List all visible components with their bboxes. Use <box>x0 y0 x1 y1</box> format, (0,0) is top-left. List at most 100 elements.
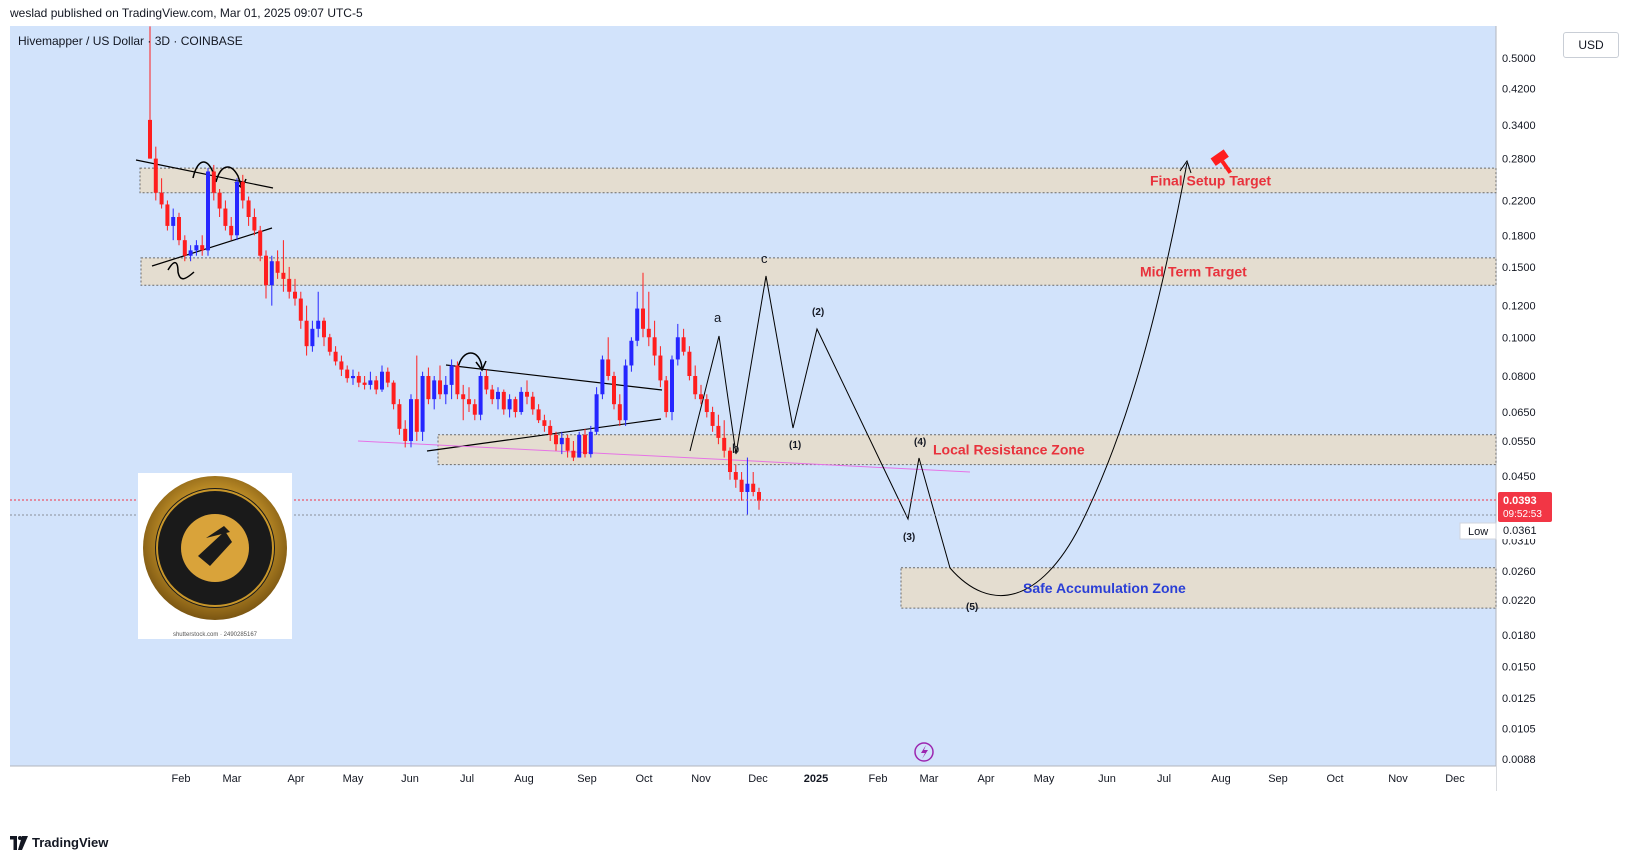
price-tick-label: 0.0125 <box>1502 693 1536 705</box>
triangle-2-lower-line <box>426 418 662 452</box>
candle-body <box>472 404 477 415</box>
wave-label: a <box>714 310 722 325</box>
price-chart[interactable]: shutterstock.com · 2490285167 Final Setu… <box>10 26 1625 826</box>
chart-panel[interactable]: shutterstock.com · 2490285167 Final Setu… <box>10 26 1625 826</box>
candle-body <box>623 365 628 421</box>
candle-body <box>536 409 541 421</box>
candle-body <box>229 225 234 236</box>
candle-body <box>728 450 732 473</box>
price-tick-label: 0.1800 <box>1502 230 1536 242</box>
candle-body <box>670 359 674 413</box>
lightning-icon[interactable] <box>914 742 934 762</box>
candle-body <box>675 337 680 360</box>
candle-body <box>322 320 326 338</box>
candle-body <box>565 437 570 451</box>
price-tick-label: 0.0450 <box>1502 471 1536 483</box>
zone-label: Final Setup Target <box>1150 172 1271 188</box>
candle-body <box>699 394 703 400</box>
candle-body <box>409 399 413 442</box>
candles-layer <box>148 26 761 515</box>
candle-body <box>704 399 709 413</box>
candle-body <box>264 255 268 286</box>
candle-body <box>525 391 529 397</box>
candle-body <box>548 425 553 435</box>
low-value: 0.0361 <box>1503 525 1537 537</box>
arrow-head-3 <box>475 360 487 372</box>
wave-label: (4) <box>914 437 926 448</box>
time-tick-label: Dec <box>1445 773 1465 785</box>
price-tick-label: 0.1200 <box>1502 301 1536 313</box>
candle-body <box>385 371 390 383</box>
candle-body <box>710 412 715 426</box>
time-tick-label: Jul <box>1157 773 1171 785</box>
candle-body <box>403 428 408 442</box>
candle-body <box>258 230 263 256</box>
candle-body <box>501 391 506 410</box>
time-tick-label: Oct <box>635 773 652 785</box>
candle-body <box>652 337 657 356</box>
candle-body <box>438 380 442 395</box>
price-tick-label: 0.0800 <box>1502 371 1536 383</box>
zones-layer <box>139 167 1497 609</box>
candle-body <box>298 298 303 321</box>
candle-body <box>188 250 193 256</box>
price-tick-label: 0.0180 <box>1502 630 1536 642</box>
triangle-upper-line <box>135 159 274 189</box>
candle-body <box>629 340 634 366</box>
footer-brand[interactable]: TradingView <box>10 835 108 850</box>
arrow-curve-2 <box>167 261 195 280</box>
candle-body <box>420 375 425 432</box>
candle-body <box>316 320 321 329</box>
candle-body <box>223 208 228 226</box>
candle-body <box>246 200 251 217</box>
price-tick-label: 0.3400 <box>1502 120 1536 132</box>
candle-body <box>658 355 663 381</box>
candle-body <box>507 399 512 410</box>
price-tick-label: 0.2200 <box>1502 195 1536 207</box>
candle-body <box>339 361 344 370</box>
candle-body <box>646 328 651 338</box>
time-tick-label: Sep <box>1268 773 1288 785</box>
currency-button[interactable]: USD <box>1563 32 1619 58</box>
candle-body <box>345 369 350 379</box>
candle-body <box>177 216 181 241</box>
candle-body <box>583 434 587 455</box>
time-tick-label: Jun <box>1098 773 1116 785</box>
candle-body <box>200 245 205 251</box>
candle-body <box>362 382 367 385</box>
candle-body <box>356 375 361 383</box>
candle-body <box>687 351 692 376</box>
low-label-bg <box>1459 522 1497 540</box>
price-tick-label: 0.1000 <box>1502 332 1536 344</box>
candle-body <box>739 479 744 492</box>
price-axis[interactable] <box>1496 26 1625 766</box>
zone-rect <box>139 167 1497 194</box>
price-tick-label: 0.0088 <box>1502 754 1536 766</box>
candle-body <box>542 420 547 426</box>
price-tick-label: 0.0650 <box>1502 407 1536 419</box>
time-tick-label: May <box>1034 773 1055 785</box>
time-tick-label: May <box>343 773 364 785</box>
hivemapper-logo: shutterstock.com · 2490285167 <box>138 473 292 639</box>
candle-body <box>281 272 286 279</box>
zone-label: Safe Accumulation Zone <box>1023 580 1186 596</box>
current-price-tag <box>1498 492 1552 522</box>
time-tick-label: Aug <box>1211 773 1231 785</box>
triangle-lower-line <box>151 227 273 267</box>
candle-body <box>681 337 686 352</box>
price-tick-label: 0.0260 <box>1502 566 1536 578</box>
time-axis[interactable] <box>10 766 1496 791</box>
pink-trendline <box>357 440 971 473</box>
candle-body <box>449 365 454 385</box>
candle-body <box>391 382 396 405</box>
candle-body <box>351 375 355 379</box>
labels-layer: Final Setup Target Mid Term Target Local R… <box>714 172 1271 613</box>
candle-body <box>571 450 576 458</box>
zone-label: Local Resistance Zone <box>933 442 1085 458</box>
candle-body <box>310 328 315 347</box>
candle-body <box>559 437 564 445</box>
time-tick-label: Sep <box>577 773 597 785</box>
candle-body <box>722 437 727 451</box>
candle-body <box>148 119 152 159</box>
footer-brand-label: TradingView <box>32 835 109 850</box>
